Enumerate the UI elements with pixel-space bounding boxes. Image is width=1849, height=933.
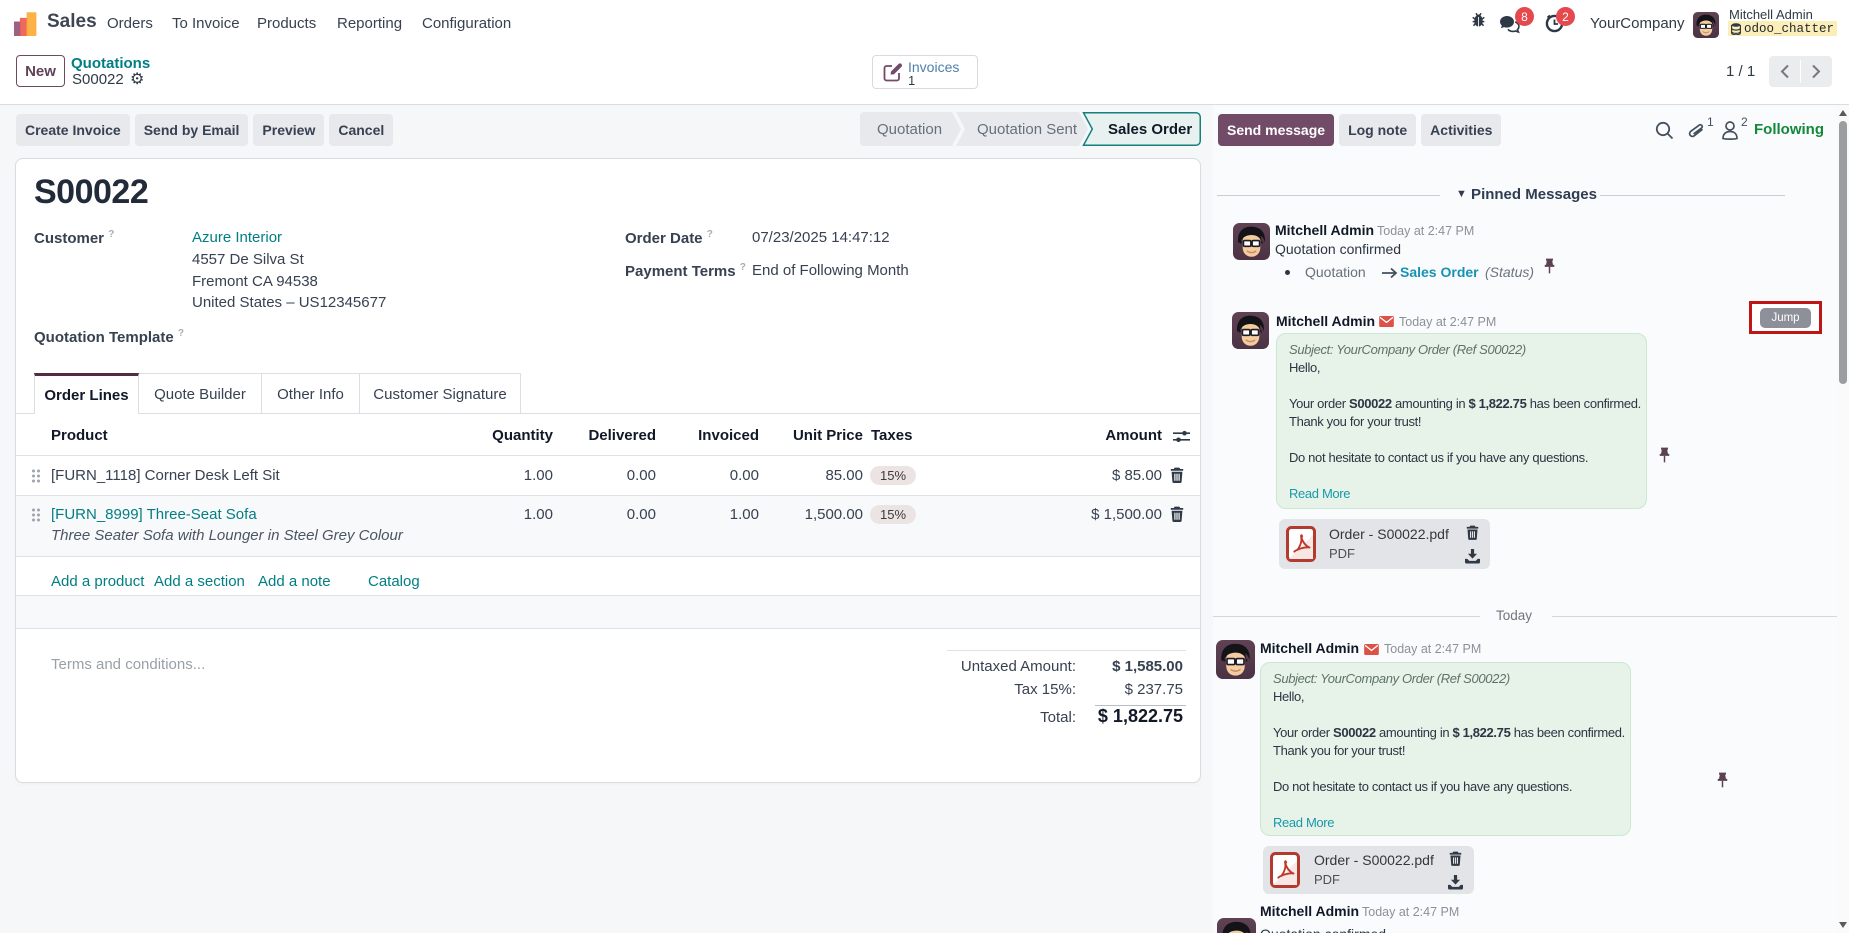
svg-text:Sales Order: Sales Order xyxy=(1108,121,1192,138)
svg-text:Quotation: Quotation xyxy=(877,121,942,138)
svg-text:Quotation Sent: Quotation Sent xyxy=(977,121,1078,138)
